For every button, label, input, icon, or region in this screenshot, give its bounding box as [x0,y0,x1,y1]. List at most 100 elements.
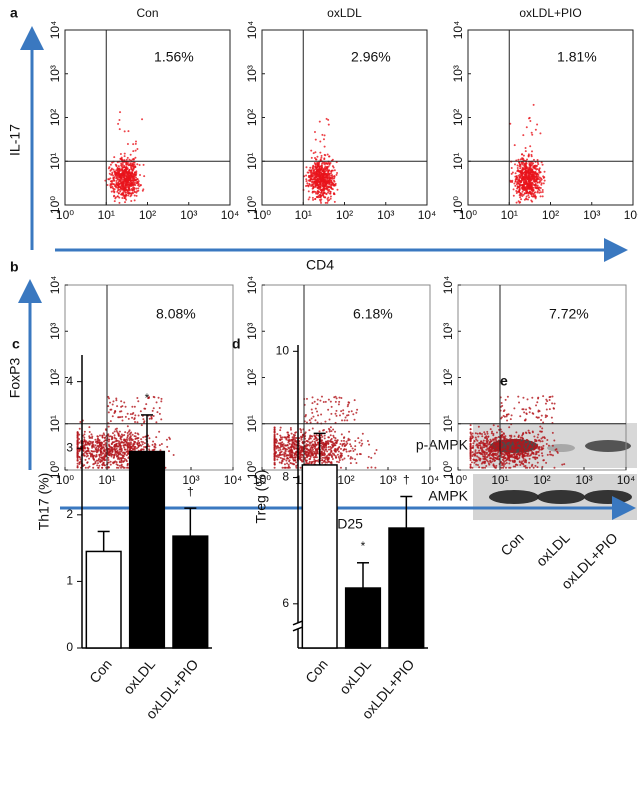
event-dot [536,466,539,469]
event-dot [332,444,335,447]
event-dot [130,445,133,448]
event-dot [513,438,516,441]
event-dot [510,414,513,417]
event-dot [316,448,319,451]
event-dot [123,173,126,176]
event-dot [110,167,113,170]
event-dot [138,164,141,167]
event-dot [530,183,533,186]
event-dot [95,446,98,449]
event-dot [490,448,493,451]
event-dot [354,448,357,451]
significance-mark: † [187,484,194,498]
event-dot [123,190,126,193]
event-dot [541,195,544,198]
event-dot [497,455,500,458]
event-dot [142,441,145,444]
event-dot [311,451,314,454]
event-dot [317,169,320,172]
event-dot [294,431,297,434]
bar [128,450,166,649]
event-dot [309,421,312,424]
event-dot [471,466,474,469]
event-dot [515,201,518,204]
event-dot [133,448,136,451]
event-dot [536,461,539,464]
event-dot [485,452,488,455]
event-dot [518,401,521,404]
x-tick-label: 10³ [583,208,600,222]
event-dot [561,463,564,466]
event-dot [308,182,311,185]
event-dot [154,443,157,446]
row-label: AMPK [428,488,468,504]
event-dot [129,413,132,416]
event-dot [117,445,120,448]
event-dot [93,450,96,453]
event-dot [126,425,129,428]
event-dot [113,461,116,464]
panel-label: b [10,259,19,275]
event-dot [324,443,327,446]
event-dot [76,452,79,455]
event-dot [289,426,292,429]
event-dot [347,414,350,417]
event-dot [166,445,169,448]
event-dot [525,162,528,165]
event-dot [92,466,95,469]
event-dot [472,458,475,461]
event-dot [309,450,312,453]
event-dot [119,173,122,176]
event-dot [327,436,330,439]
bar [172,535,209,649]
event-dot [103,448,106,451]
event-dot [522,408,525,411]
event-dot [518,189,521,192]
event-dot [494,457,497,460]
event-dot [524,162,527,165]
event-dot [309,457,312,460]
bar [85,550,122,649]
event-dot [531,430,534,433]
event-dot [129,184,132,187]
event-dot [314,459,317,462]
event-dot [532,195,535,198]
event-dot [118,168,121,171]
event-dot [489,459,492,462]
x-tick-label: 10⁰ [56,473,74,487]
event-dot [508,458,511,461]
event-dot [469,466,472,469]
event-dot [337,461,340,464]
event-dot [79,420,82,423]
event-dot [472,442,475,445]
event-dot [501,404,504,407]
event-dot [537,439,540,442]
event-dot [504,442,507,445]
event-dot [138,441,141,444]
event-dot [285,459,288,462]
event-dot [127,186,130,189]
event-dot [501,449,504,452]
event-dot [327,196,330,199]
event-dot [358,441,361,444]
event-dot [117,170,120,173]
event-dot [492,455,495,458]
event-dot [281,466,284,469]
event-dot [283,458,286,461]
event-dot [315,433,318,436]
y-axis-label: Treg (%) [253,470,269,524]
event-dot [497,458,500,461]
event-dot [114,173,117,176]
event-dot [321,453,324,456]
event-dot [515,431,518,434]
event-dot [107,167,110,170]
event-dot [325,431,328,434]
event-dot [78,456,81,459]
event-dot [511,438,514,441]
event-dot [316,403,319,406]
event-dot [355,462,358,465]
event-dot [505,458,508,461]
event-dot [513,435,516,438]
event-dot [308,444,311,447]
event-dot [108,438,111,441]
